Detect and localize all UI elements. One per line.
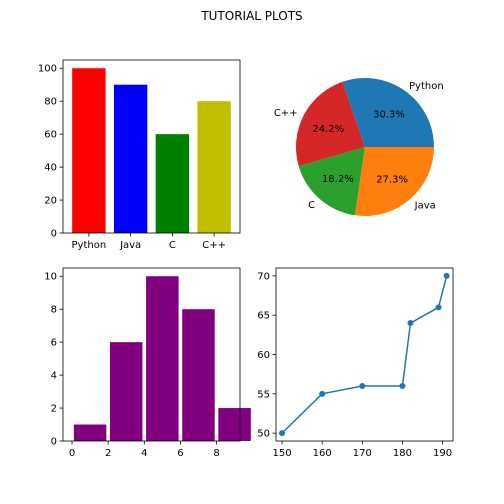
line-chart-xtick-label: 160	[313, 448, 332, 459]
line-chart-xtick-label: 170	[353, 448, 372, 459]
histogram-bar	[146, 276, 179, 441]
pie-label-python: Python	[409, 81, 444, 92]
bar-chart-xtick-label: Java	[119, 240, 141, 251]
histogram-ytick-label: 2	[51, 404, 57, 415]
line-point	[279, 430, 286, 437]
pie-percent-java: 27.3%	[376, 174, 408, 185]
pie-slice-java	[355, 147, 434, 216]
line-chart-xtick-label: 190	[433, 448, 452, 459]
figure-title: TUTORIAL PLOTS	[201, 9, 303, 23]
pie-percent-python: 30.3%	[373, 109, 405, 120]
histogram-bar	[218, 408, 251, 441]
bar-chart-ytick-label: 0	[51, 229, 57, 240]
line-point	[443, 272, 450, 279]
line-point	[319, 390, 326, 397]
bar-chart-ytick-label: 60	[44, 130, 57, 141]
line-chart-axes-frame	[275, 267, 454, 442]
bar-python	[72, 68, 106, 233]
line-chart-ytick-label: 65	[257, 311, 270, 322]
bar-chart-ytick-label: 20	[44, 196, 57, 207]
histogram-bar	[182, 309, 215, 441]
histogram-xtick-label: 0	[69, 448, 75, 459]
bar-chart-ytick-label: 100	[38, 64, 57, 75]
bar-c	[155, 134, 190, 233]
line-chart-ytick-label: 50	[257, 429, 270, 440]
line-point	[407, 320, 414, 327]
line-chart-ytick-label: 55	[257, 389, 270, 400]
histogram-xtick-label: 6	[177, 448, 183, 459]
pie-label-cplusplus: C++	[274, 108, 298, 119]
bar-cplusplus	[197, 101, 231, 233]
line-chart-xtick-label: 180	[393, 448, 412, 459]
pie-slice-cplusplus	[296, 81, 365, 167]
line-chart-ytick-label: 70	[257, 271, 270, 282]
bar-chart-languages: 0 20 40 60 80 100 Python Java C C++	[38, 59, 241, 251]
pie-label-java: Java	[414, 200, 436, 211]
histogram-ytick-label: 10	[44, 272, 57, 283]
pie-label-c: C	[308, 200, 315, 211]
bar-java	[113, 84, 148, 233]
histogram-ytick-label: 4	[51, 371, 57, 382]
bar-chart-ytick-label: 40	[44, 163, 57, 174]
line-point	[435, 304, 442, 311]
bar-chart-ytick-label: 80	[44, 97, 57, 108]
line-point	[359, 382, 366, 389]
histogram-axes-frame	[62, 267, 241, 442]
histogram-xtick-label: 2	[105, 448, 111, 459]
histogram-ytick-label: 0	[51, 437, 57, 448]
pie-chart-languages: Python 30.3% C++ 24.2% C 18.2% Java 27.3%	[274, 78, 444, 216]
bar-chart-xtick-label: C	[169, 240, 176, 251]
pie-slice-c	[298, 147, 365, 216]
line-chart: 50 55 60 65 70 150 160 170 180 190	[257, 267, 454, 459]
histogram-ytick-label: 8	[51, 305, 57, 316]
pie-percent-cplusplus: 24.2%	[312, 124, 344, 135]
histogram-xtick-label: 8	[213, 448, 219, 459]
histogram-xtick-label: 4	[141, 448, 147, 459]
histogram-chart: 0 2 4 6 8 10 0 2 4 6 8	[44, 267, 251, 459]
histogram-bar	[109, 342, 143, 441]
line-chart-ytick-label: 60	[257, 350, 270, 361]
line-chart-xtick-label: 150	[272, 448, 291, 459]
bar-chart-xtick-label: Python	[72, 240, 107, 251]
line-point	[399, 382, 406, 389]
pie-percent-c: 18.2%	[322, 174, 354, 185]
bar-chart-xtick-label: C++	[202, 240, 226, 251]
histogram-bar	[73, 424, 107, 441]
histogram-ytick-label: 6	[51, 338, 57, 349]
bar-chart-axes-frame	[62, 59, 241, 234]
pie-slice-python	[342, 78, 434, 147]
line-series	[281, 275, 448, 434]
